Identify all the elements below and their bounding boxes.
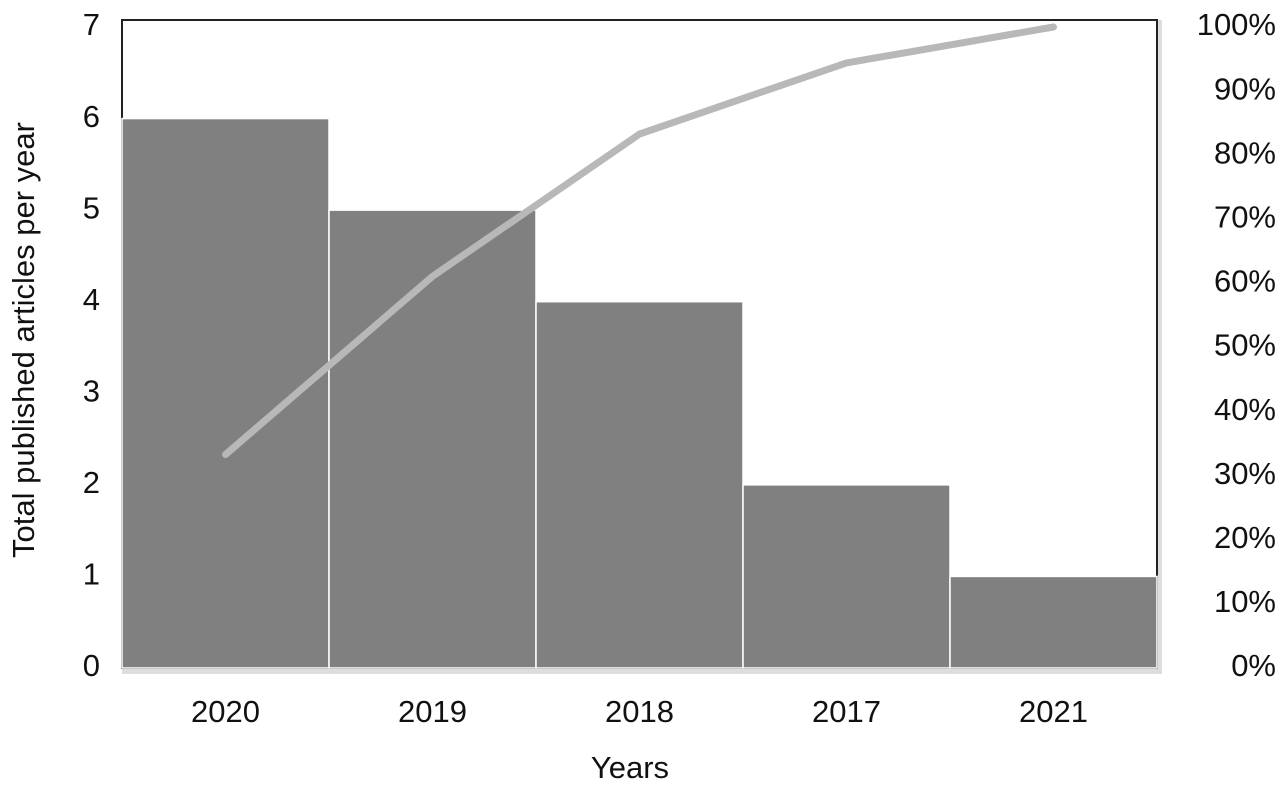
- y2-tick-label: 10%: [1214, 584, 1276, 619]
- y-tick-label: 7: [83, 7, 100, 42]
- x-tick-label: 2021: [1019, 694, 1088, 729]
- y2-tick-label: 80%: [1214, 135, 1276, 170]
- y-tick-label: 1: [83, 557, 100, 592]
- y-tick-label: 3: [83, 373, 100, 408]
- y2-tick-label: 70%: [1214, 199, 1276, 234]
- y-tick-label: 0: [83, 648, 100, 683]
- y-tick-label: 6: [83, 99, 100, 134]
- x-axis-title: Years: [591, 750, 669, 785]
- y-tick-label: 4: [83, 282, 100, 317]
- y-axis-title: Total published articles per year: [6, 122, 41, 558]
- y2-tick-label: 100%: [1197, 7, 1276, 42]
- x-tick-label: 2017: [812, 694, 881, 729]
- y2-tick-label: 50%: [1214, 328, 1276, 363]
- y2-tick-label: 90%: [1214, 71, 1276, 106]
- cumulative-line: [222, 23, 1057, 459]
- y2-tick-label: 30%: [1214, 456, 1276, 491]
- x-tick-label: 2018: [605, 694, 674, 729]
- y-tick-label: 2: [83, 465, 100, 500]
- y2-tick-label: 60%: [1214, 264, 1276, 299]
- bar: [742, 484, 951, 669]
- y2-tick-label: 40%: [1214, 392, 1276, 427]
- bar: [328, 209, 537, 669]
- y2-tick-label: 0%: [1231, 648, 1276, 683]
- bar: [949, 575, 1158, 669]
- y2-tick-label: 20%: [1214, 520, 1276, 555]
- x-tick-label: 2020: [191, 694, 260, 729]
- y-tick-label: 5: [83, 190, 100, 225]
- bar: [535, 300, 744, 669]
- x-tick-label: 2019: [398, 694, 467, 729]
